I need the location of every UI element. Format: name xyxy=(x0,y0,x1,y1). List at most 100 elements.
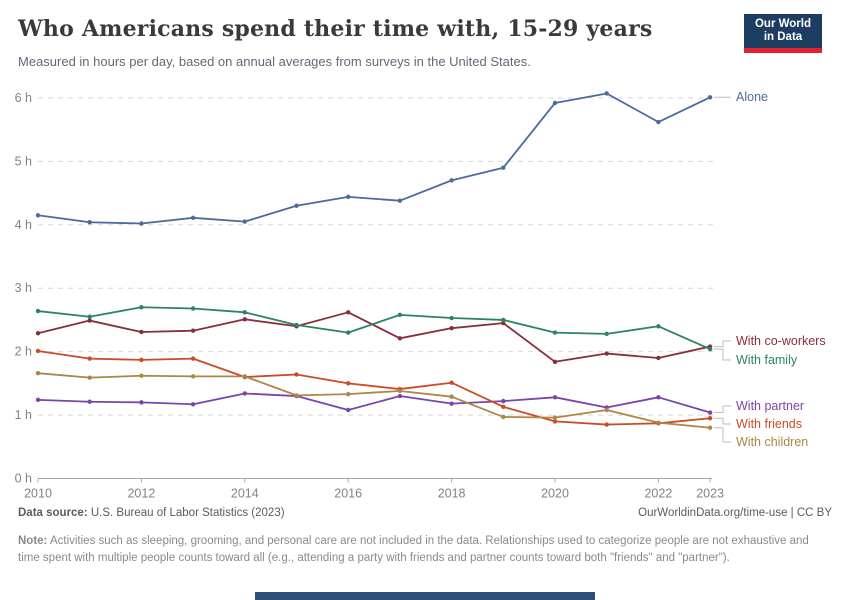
data-point xyxy=(501,398,506,404)
license-link[interactable]: OurWorldinData.org/time-use | CC BY xyxy=(638,507,832,519)
y-tick-label: 0 h xyxy=(15,472,32,486)
chart-subtitle: Measured in hours per day, based on annu… xyxy=(18,54,531,69)
x-tick-label: 2012 xyxy=(127,487,155,501)
data-point xyxy=(449,380,454,385)
data-point xyxy=(346,381,351,386)
data-point xyxy=(449,178,454,183)
data-point xyxy=(242,310,247,315)
data-point xyxy=(346,407,351,413)
data-point xyxy=(604,407,609,413)
data-point xyxy=(346,391,351,397)
data-point xyxy=(656,324,661,329)
bottom-banner-edge xyxy=(255,592,595,600)
label-leader-line xyxy=(714,427,731,443)
series-line-with-co-workers[interactable] xyxy=(37,311,711,363)
data-point xyxy=(449,325,454,331)
data-point xyxy=(190,306,196,311)
series-label-with-children[interactable]: With children xyxy=(736,435,808,449)
series-label-alone[interactable]: Alone xyxy=(736,90,768,104)
note-value: Activities such as sleeping, grooming, a… xyxy=(18,535,809,565)
data-point xyxy=(242,391,247,396)
data-point xyxy=(656,119,661,125)
data-point xyxy=(190,356,196,361)
series-line-with-children[interactable] xyxy=(37,372,711,429)
label-leader-line xyxy=(714,405,731,414)
series-label-with-family[interactable]: With family xyxy=(736,353,798,367)
data-source: Data source: U.S. Bureau of Labor Statis… xyxy=(18,507,285,519)
data-source-label: Data source: xyxy=(18,507,88,519)
data-point xyxy=(242,374,247,379)
data-point xyxy=(35,308,41,314)
label-leader-line xyxy=(714,340,731,348)
label-leader-line xyxy=(714,348,731,361)
data-point xyxy=(87,399,92,404)
data-point xyxy=(604,351,609,356)
data-point xyxy=(501,414,506,420)
data-point xyxy=(190,402,196,407)
data-point xyxy=(552,419,558,424)
series-line-with-friends[interactable] xyxy=(37,350,711,426)
data-point xyxy=(604,331,609,337)
data-point xyxy=(397,198,403,203)
data-point xyxy=(190,374,196,379)
data-point xyxy=(397,312,403,318)
data-point xyxy=(656,355,661,361)
data-point xyxy=(87,314,92,319)
data-point xyxy=(35,397,41,403)
data-point xyxy=(656,420,661,425)
data-point xyxy=(242,219,247,224)
x-tick-label: 2010 xyxy=(24,487,52,501)
data-point xyxy=(346,310,351,315)
series-line-with-family[interactable] xyxy=(37,306,711,350)
data-point xyxy=(501,165,506,170)
data-point xyxy=(656,395,661,400)
data-point xyxy=(190,215,196,221)
series-line-with-partner[interactable] xyxy=(37,392,711,414)
data-point xyxy=(552,395,558,400)
data-source-value: U.S. Bureau of Labor Statistics (2023) xyxy=(87,507,285,519)
data-point xyxy=(35,331,41,336)
data-point xyxy=(552,330,558,335)
data-point xyxy=(139,400,144,405)
data-point xyxy=(346,194,351,200)
data-point xyxy=(501,317,506,323)
data-point xyxy=(604,422,609,427)
data-point xyxy=(552,415,558,420)
data-point xyxy=(35,213,41,218)
data-point xyxy=(139,373,144,378)
series-label-with-friends[interactable]: With friends xyxy=(736,417,802,431)
data-point xyxy=(87,220,92,225)
data-point xyxy=(87,356,92,361)
x-tick-label: 2023 xyxy=(696,487,724,501)
series-line-alone[interactable] xyxy=(37,92,711,225)
data-point xyxy=(449,315,454,321)
data-point xyxy=(294,322,299,328)
data-point xyxy=(604,91,609,96)
y-tick-label: 2 h xyxy=(15,345,32,359)
y-tick-label: 5 h xyxy=(15,154,32,168)
owid-logo[interactable]: Our World in Data xyxy=(744,14,822,53)
note-label: Note: xyxy=(18,535,48,547)
data-point xyxy=(346,330,351,335)
data-point xyxy=(139,305,144,310)
data-point xyxy=(190,328,196,333)
owid-logo-line2: in Data xyxy=(763,31,803,43)
data-point xyxy=(294,372,299,377)
data-point xyxy=(35,348,41,354)
data-point xyxy=(707,346,713,352)
data-point xyxy=(397,393,403,399)
data-point xyxy=(552,359,558,364)
data-point xyxy=(35,371,41,376)
y-tick-label: 6 h xyxy=(15,91,32,105)
series-label-with-partner[interactable]: With partner xyxy=(736,399,804,413)
series-label-with-co-workers[interactable]: With co-workers xyxy=(736,334,826,348)
data-point xyxy=(707,425,713,430)
data-point xyxy=(501,320,506,326)
data-point xyxy=(294,203,299,208)
data-point xyxy=(707,416,713,421)
data-point xyxy=(707,95,713,100)
x-tick-label: 2020 xyxy=(541,487,569,501)
x-tick-label: 2014 xyxy=(231,487,259,501)
